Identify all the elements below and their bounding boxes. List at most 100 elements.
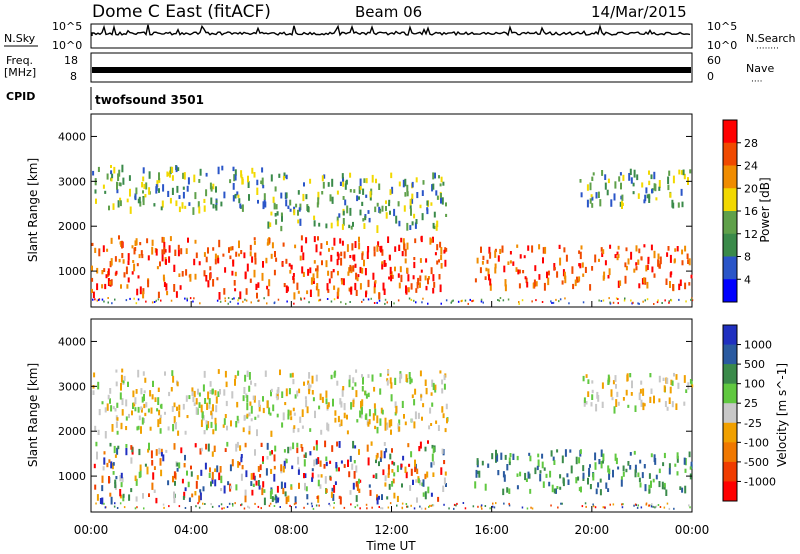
velocity-cell: [303, 454, 306, 458]
power-cell: [349, 288, 352, 293]
velocity-cell: [269, 412, 272, 416]
velocity-cell: [306, 502, 309, 505]
power-cell: [521, 299, 524, 302]
power-cell: [411, 193, 414, 200]
velocity-cell: [676, 471, 679, 476]
power-cell: [98, 299, 100, 301]
velocity-cell: [243, 507, 246, 510]
power-cell: [350, 225, 353, 230]
velocity-cell: [262, 456, 264, 462]
velocity-cell: [200, 469, 203, 476]
power-cell: [205, 172, 208, 177]
velocity-cell: [254, 416, 257, 420]
power-cell: [131, 271, 134, 275]
velocity-cell: [383, 442, 386, 446]
power-cell: [129, 206, 132, 214]
power-cell: [198, 206, 201, 214]
power-cell: [349, 207, 352, 216]
power-cell: [203, 252, 206, 257]
power-cell: [121, 240, 123, 249]
velocity-cell: [138, 415, 141, 421]
power-cell: [561, 280, 564, 285]
velocity-cell: [246, 402, 249, 411]
velocity-cell: [312, 507, 315, 510]
power-cell: [254, 252, 257, 258]
power-cell: [137, 298, 140, 301]
velocity-cell: [112, 406, 115, 410]
velocity-cell: [638, 392, 641, 401]
velocity-cell: [417, 412, 420, 419]
power-cell: [105, 274, 108, 279]
velocity-cell: [555, 488, 557, 494]
power-cell: [271, 242, 274, 249]
velocity-cell: [211, 412, 214, 420]
power-cell: [234, 288, 237, 292]
power-cell: [110, 258, 113, 266]
power-cell: [331, 178, 334, 187]
power-cell: [380, 245, 383, 252]
velocity-cell: [649, 373, 652, 378]
power-cell: [178, 206, 181, 213]
velocity-cell: [170, 387, 173, 392]
power-cell: [391, 186, 394, 194]
power-cell: [383, 260, 386, 267]
velocity-cell: [143, 394, 145, 402]
velocity-cell: [235, 421, 238, 428]
velocity-cell: [663, 506, 666, 509]
power-cell: [258, 299, 260, 302]
x-tick-label: 00:00: [675, 523, 710, 537]
velocity-cell: [93, 372, 96, 378]
velocity-cell: [358, 488, 361, 493]
power-cell: [667, 246, 670, 251]
velocity-cell: [616, 391, 619, 398]
power-cell: [372, 272, 375, 280]
velocity-cell: [307, 380, 310, 385]
power-cell: [653, 303, 655, 305]
power-cell: [440, 197, 442, 204]
power-cell: [681, 260, 684, 266]
velocity-cell: [681, 487, 684, 493]
velocity-cell: [609, 503, 611, 506]
velocity-cell: [133, 402, 136, 407]
velocity-cell: [684, 468, 687, 473]
power-cell: [527, 245, 530, 251]
velocity-cell: [350, 402, 353, 410]
velocity-cell: [198, 506, 201, 509]
velocity-cell: [663, 385, 666, 393]
power-cell: [180, 248, 183, 255]
velocity-cell: [135, 389, 138, 394]
power-cell: [476, 257, 479, 264]
power-cell: [358, 196, 360, 200]
velocity-cell: [373, 403, 376, 409]
velocity-cell: [355, 495, 358, 502]
velocity-cell: [496, 454, 499, 462]
velocity-cell: [602, 453, 605, 462]
power-cell: [153, 203, 156, 207]
velocity-cell: [385, 448, 388, 453]
velocity-cell: [259, 474, 262, 478]
velocity-cell: [640, 380, 643, 385]
power-cell: [620, 182, 622, 190]
velocity-cell: [109, 388, 112, 394]
power-cell: [182, 191, 185, 199]
velocity-cell: [276, 396, 279, 401]
power-cell: [221, 165, 224, 171]
power-cell: [193, 258, 196, 266]
power-cell: [251, 167, 254, 174]
velocity-cell: [612, 469, 614, 478]
velocity-cell: [192, 396, 195, 403]
velocity-cell: [443, 460, 446, 465]
velocity-cell: [214, 417, 217, 425]
power-cell: [385, 206, 387, 212]
velocity-cell: [508, 502, 510, 505]
power-cell: [403, 205, 406, 212]
velocity-cell: [199, 492, 202, 501]
power-cell: [268, 279, 271, 287]
velocity-cell: [671, 380, 674, 386]
velocity-cell: [654, 506, 656, 509]
power-cell: [151, 301, 154, 304]
power-cell: [307, 268, 310, 276]
power-cell: [177, 167, 180, 171]
power-cell: [668, 300, 670, 303]
velocity-cell: [125, 447, 128, 456]
